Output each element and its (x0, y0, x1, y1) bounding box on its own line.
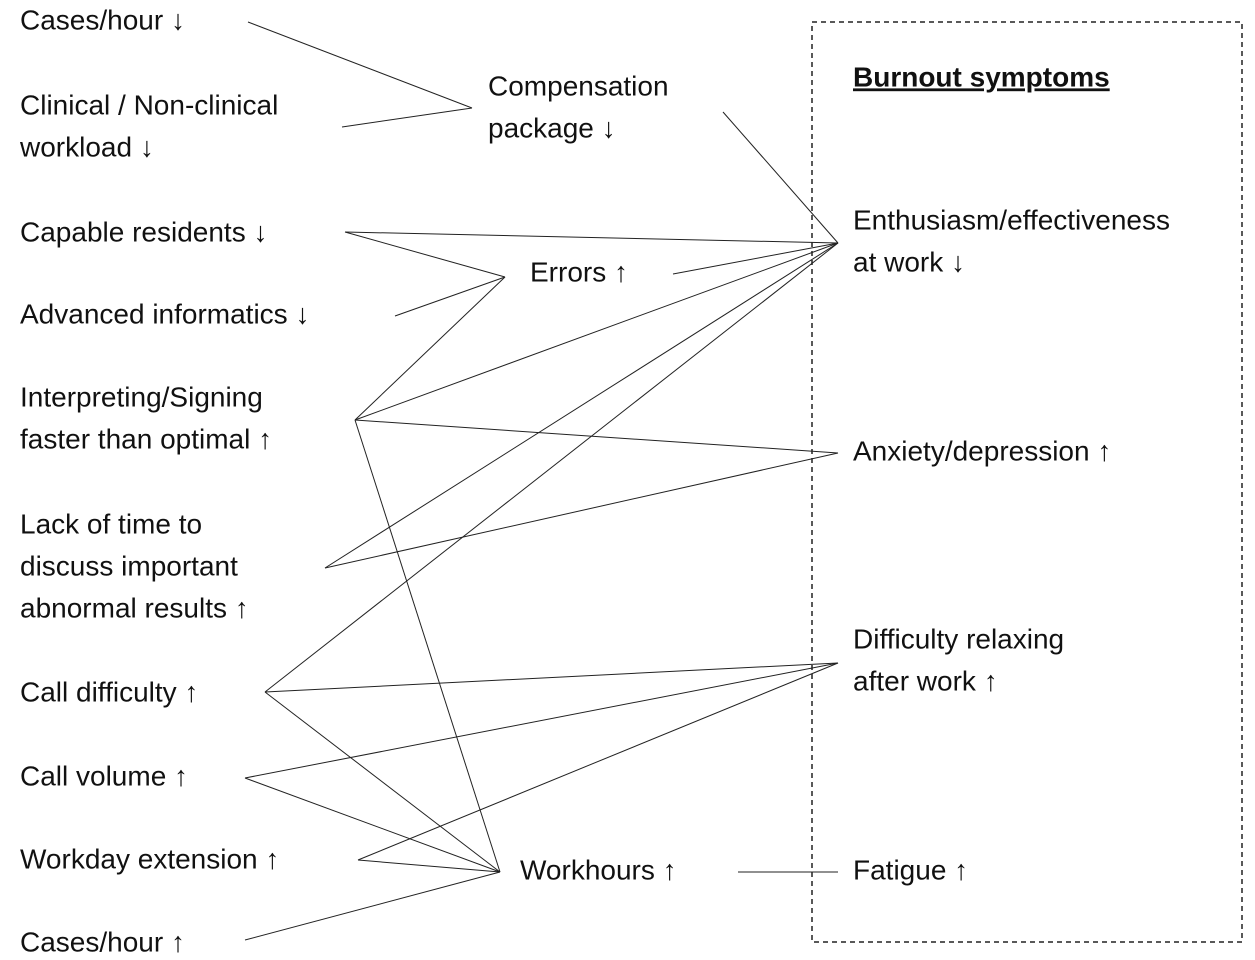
box-title: Burnout symptoms (853, 61, 1110, 92)
cause-label: Call difficulty ↑ (20, 676, 198, 707)
edge (341, 107, 473, 128)
symptom-label: Difficulty relaxing (853, 623, 1064, 654)
cause-label: Lack of time to (20, 508, 202, 539)
edge (357, 662, 839, 861)
edge (722, 111, 839, 244)
edges (244, 21, 839, 941)
edge (264, 662, 839, 693)
edge (264, 242, 839, 693)
edge (244, 777, 501, 873)
edge (344, 231, 839, 244)
edge (264, 691, 501, 873)
cause-label: Workday extension ↑ (20, 843, 279, 874)
edge (244, 662, 839, 779)
cause-label: Interpreting/Signing (20, 381, 263, 412)
cause-label: workload ↓ (19, 131, 154, 162)
symptom-label: Enthusiasm/effectiveness (853, 204, 1170, 235)
cause-label: Cases/hour ↑ (20, 926, 185, 957)
cause-label: Call volume ↑ (20, 760, 188, 791)
symptom-label: Fatigue ↑ (853, 854, 968, 885)
edge (244, 871, 501, 941)
edge (357, 859, 501, 873)
edge (344, 231, 506, 278)
edge (324, 452, 839, 569)
cause-label: faster than optimal ↑ (20, 423, 272, 454)
cause-label: Cases/hour ↓ (20, 4, 185, 35)
edge (394, 276, 506, 317)
edge (354, 276, 506, 421)
edge (324, 242, 839, 569)
edge (354, 419, 839, 454)
edge (354, 242, 839, 421)
symptom-box (811, 21, 1243, 943)
mediator-label: Compensation (488, 70, 669, 101)
cause-label: Advanced informatics ↓ (20, 298, 309, 329)
symptom-label: at work ↓ (853, 246, 965, 277)
symptom-label: Anxiety/depression ↑ (853, 435, 1111, 466)
edge (354, 419, 501, 873)
mediator-label: package ↓ (488, 112, 616, 143)
edge (247, 21, 473, 109)
symptom-label: after work ↑ (853, 665, 998, 696)
mediator-label: Workhours ↑ (520, 854, 677, 885)
cause-label: Clinical / Non-clinical (20, 89, 278, 120)
edge (672, 242, 839, 275)
cause-label: discuss important (20, 550, 238, 581)
cause-label: Capable residents ↓ (20, 216, 267, 247)
cause-label: abnormal results ↑ (20, 592, 249, 623)
mediator-label: Errors ↑ (530, 256, 628, 287)
